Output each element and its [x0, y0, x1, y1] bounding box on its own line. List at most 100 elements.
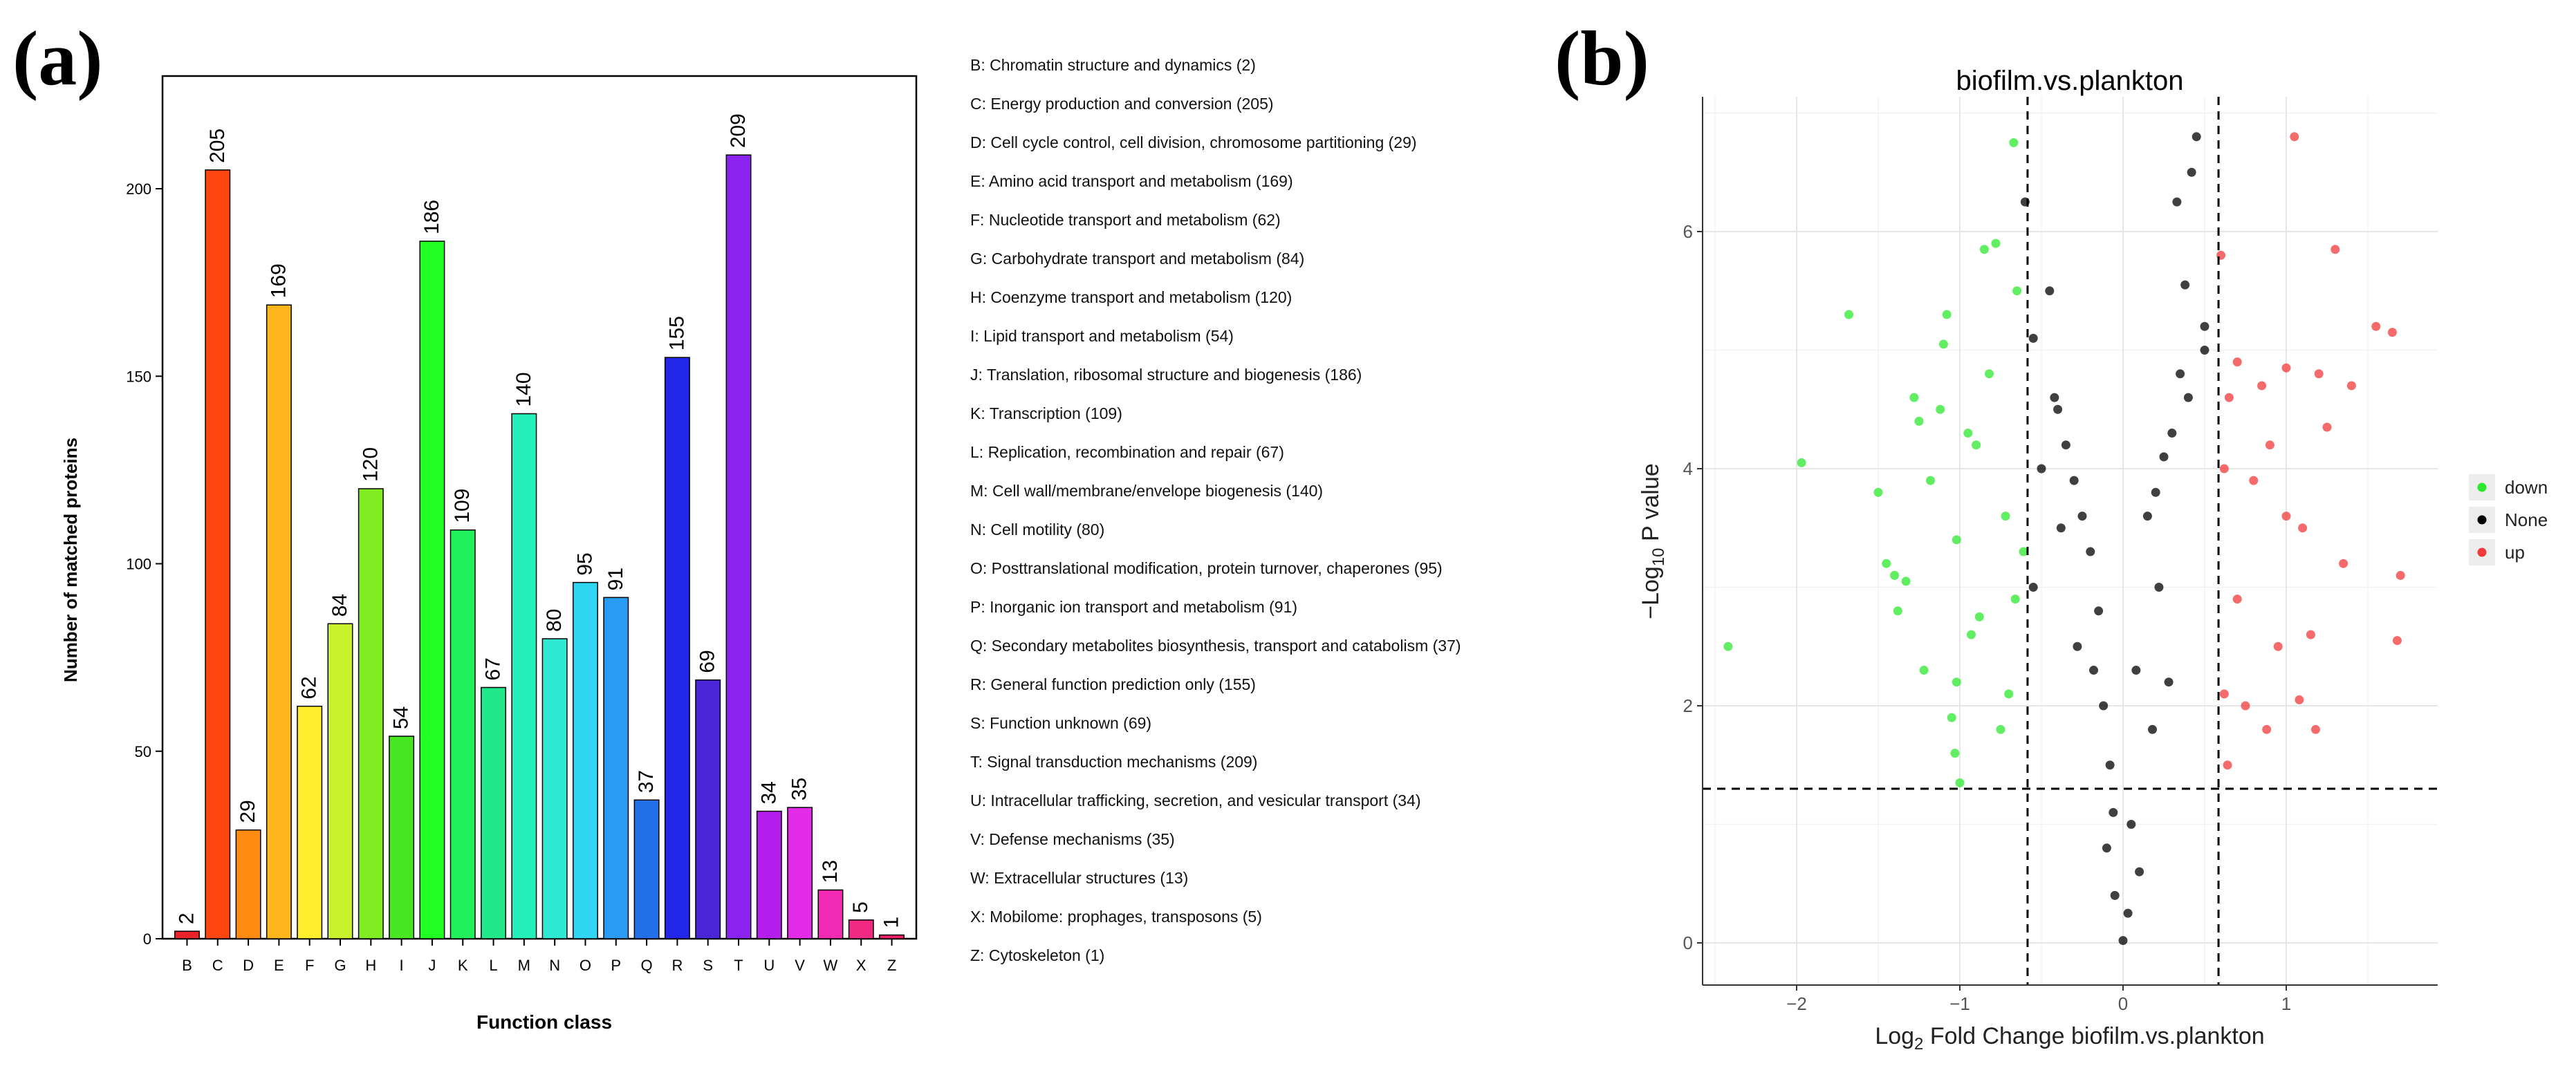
- x-tick-label: J: [428, 957, 436, 974]
- point-up: [2265, 440, 2274, 450]
- bar-value-label: 67: [482, 657, 505, 680]
- point-none: [2151, 487, 2160, 497]
- x-tick-label: V: [795, 957, 805, 974]
- bar-value-label: 80: [543, 609, 566, 632]
- point-down: [1967, 630, 1976, 639]
- point-up: [2219, 689, 2229, 699]
- bar-value-label: 109: [451, 489, 474, 523]
- bar-value-label: 13: [819, 860, 842, 883]
- bar-S: [695, 679, 721, 939]
- point-up: [2387, 328, 2397, 337]
- bar-N: [541, 638, 568, 939]
- point-down: [1955, 778, 1965, 787]
- point-up: [2290, 132, 2299, 142]
- point-none: [2053, 404, 2063, 414]
- legend-entry: X: Mobilome: prophages, transposons (5): [970, 908, 1262, 926]
- point-down: [1914, 416, 1924, 426]
- point-down: [1723, 641, 1733, 651]
- point-up: [2371, 321, 2381, 331]
- point-down: [1882, 559, 1891, 568]
- point-down: [1797, 458, 1806, 467]
- point-down: [1950, 749, 1960, 758]
- bar-O: [572, 581, 598, 939]
- point-up: [2232, 357, 2242, 367]
- legend-entry: B: Chromatin structure and dynamics (2): [970, 56, 1256, 74]
- point-none: [2147, 724, 2157, 734]
- point-down: [1991, 238, 2001, 248]
- legend-entry: I: Lipid transport and metabolism (54): [970, 327, 1234, 345]
- legend-entry: N: Cell motility (80): [970, 521, 1105, 538]
- bar-value-label: 95: [573, 552, 596, 575]
- point-up: [2306, 630, 2315, 639]
- point-up: [2262, 724, 2272, 734]
- x-axis-title: Log2 Fold Change biofilm.vs.plankton: [1875, 1023, 2264, 1053]
- bar-V: [787, 807, 813, 939]
- y-axis-title: Number of matched proteins: [60, 438, 81, 682]
- point-none: [2094, 606, 2104, 616]
- point-none: [2183, 393, 2193, 402]
- bar-Q: [633, 799, 660, 939]
- point-up: [2257, 381, 2267, 391]
- point-none: [2086, 547, 2095, 556]
- x-tick-label: P: [611, 957, 621, 974]
- point-up: [2219, 464, 2229, 474]
- x-tick-label: B: [182, 957, 192, 974]
- x-tick-label: K: [458, 957, 468, 974]
- bar-value-label: 37: [635, 770, 658, 793]
- x-axis-title: Function class: [476, 1011, 612, 1033]
- point-down: [1963, 429, 1973, 438]
- legend-entry: R: General function prediction only (155…: [970, 675, 1256, 693]
- y-tick-label: 0: [1683, 933, 1693, 953]
- x-tick-label: G: [334, 957, 346, 974]
- point-down: [2019, 547, 2028, 556]
- bar-value-label: 5: [849, 901, 872, 913]
- axis-ticks: −2 −1 0 1 0 2 4 6: [1683, 221, 2292, 1014]
- point-down: [2004, 689, 2014, 699]
- x-tick-label: 1: [2281, 993, 2291, 1014]
- point-up: [2392, 636, 2402, 646]
- point-none: [2045, 286, 2055, 296]
- bar-value-label: 62: [298, 676, 321, 699]
- point-none: [2180, 280, 2190, 290]
- point-up: [2223, 760, 2232, 770]
- point-none: [2077, 512, 2087, 521]
- bar-value-label: 1: [880, 917, 903, 928]
- bar-K: [450, 529, 476, 939]
- point-down: [1893, 606, 1902, 616]
- bar-L: [481, 686, 507, 939]
- point-up: [2281, 363, 2291, 373]
- bar-C: [205, 169, 231, 939]
- bar-J: [419, 241, 445, 939]
- point-down: [2009, 138, 2019, 147]
- point-up: [2281, 512, 2291, 521]
- point-down: [1890, 570, 1900, 580]
- bar-value-label: 205: [206, 129, 229, 163]
- legend-entry: H: Coenzyme transport and metabolism (12…: [970, 288, 1292, 306]
- legend-entry: U: Intracellular trafficking, secretion,…: [970, 791, 1421, 809]
- panel-b-label: (b): [1555, 16, 1649, 102]
- point-down: [1984, 369, 1994, 379]
- point-none: [2102, 843, 2111, 853]
- point-up: [2339, 559, 2348, 568]
- point-up: [2241, 701, 2250, 711]
- y-tick-label: 6: [1683, 221, 1693, 242]
- bar-F: [297, 705, 323, 939]
- x-tick-label: W: [824, 957, 838, 974]
- bars: 2205291696284120541861096714080959137155…: [174, 113, 905, 939]
- point-none: [2187, 167, 2196, 177]
- y-tick-label: 200: [126, 180, 151, 198]
- bar-value-label: 169: [267, 263, 290, 298]
- bar-value-label: 54: [390, 706, 413, 729]
- legend-entry: G: Carbohydrate transport and metabolism…: [970, 250, 1305, 268]
- x-tick-label: E: [274, 957, 284, 974]
- bar-M: [511, 413, 537, 939]
- point-none: [2154, 583, 2164, 592]
- legend-entry: D: Cell cycle control, cell division, ch…: [970, 133, 1417, 151]
- legend-entry: O: Posttranslational modification, prote…: [970, 559, 1443, 577]
- plot-frame: [161, 75, 918, 940]
- x-tick-label: O: [580, 957, 591, 974]
- legend-label: None: [2505, 509, 2548, 530]
- bar-Z: [879, 934, 905, 939]
- y-tick-label: 4: [1683, 458, 1693, 479]
- bar-value-label: 120: [359, 447, 382, 482]
